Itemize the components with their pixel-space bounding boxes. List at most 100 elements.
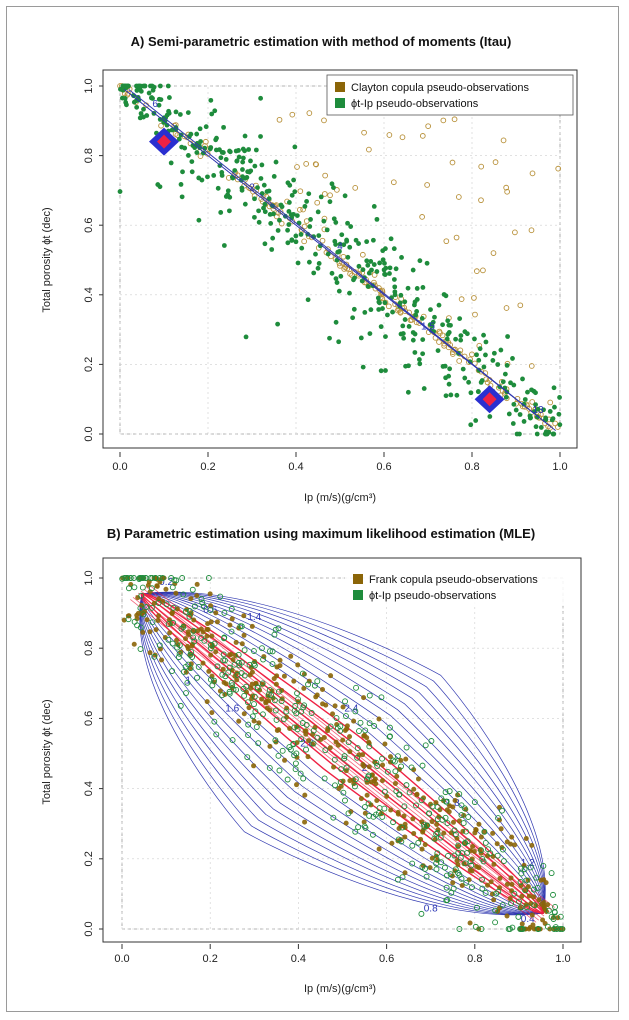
obs-point	[287, 182, 293, 188]
obs-point	[351, 783, 358, 790]
obs-point	[386, 724, 393, 731]
obs-point	[169, 584, 176, 591]
obs-point	[356, 728, 362, 734]
frank-point	[321, 735, 327, 741]
obs-point	[290, 741, 297, 748]
obs-point	[425, 810, 432, 817]
obs-point	[435, 348, 441, 353]
frank-point	[498, 826, 504, 832]
obs-point	[478, 847, 484, 854]
obs-point	[262, 201, 268, 207]
frank-point	[509, 881, 515, 887]
obs-point	[222, 673, 229, 680]
obs-point	[454, 392, 460, 398]
frank-point	[206, 668, 212, 674]
obs-point	[149, 619, 156, 626]
frank-point	[287, 725, 293, 731]
panel-a-plot-box	[102, 69, 578, 449]
obs-point	[299, 670, 306, 677]
obs-point	[440, 364, 446, 369]
obs-point	[291, 211, 296, 217]
obs-point	[214, 663, 221, 670]
obs-point	[547, 409, 553, 414]
obs-point	[252, 163, 258, 169]
frank-point	[494, 841, 500, 847]
frank-point	[208, 619, 214, 625]
obs-point	[151, 653, 158, 660]
obs-point	[464, 849, 471, 856]
contour-line	[141, 593, 544, 914]
obs-point	[140, 611, 147, 618]
frank-point	[389, 840, 395, 846]
panel-a-legend-label-clayton: Clayton copula pseudo-observations	[351, 82, 529, 94]
clayton-point	[472, 311, 478, 318]
obs-point	[353, 684, 359, 691]
obs-point	[400, 323, 406, 329]
panel-a-legend-label-obs: ϕt-Ip pseudo-observations	[351, 98, 479, 110]
obs-point	[211, 718, 218, 725]
obs-point	[156, 96, 162, 102]
obs-point	[495, 815, 502, 822]
obs-point	[342, 193, 348, 199]
obs-point	[523, 877, 530, 884]
obs-point	[548, 913, 555, 920]
obs-point	[221, 609, 228, 616]
obs-point	[286, 222, 292, 227]
obs-point	[163, 115, 169, 121]
obs-point	[356, 241, 361, 246]
obs-point	[419, 762, 426, 769]
obs-point	[540, 862, 547, 869]
obs-point	[286, 200, 292, 205]
obs-point	[307, 224, 313, 229]
frank-point	[331, 764, 337, 770]
obs-point	[520, 376, 525, 382]
frank-point	[233, 639, 239, 645]
frank-point	[433, 800, 439, 806]
clayton-point	[503, 184, 510, 191]
frank-point	[545, 902, 551, 908]
clayton-point	[471, 295, 477, 301]
frank-point	[330, 711, 336, 717]
frank-point	[325, 728, 331, 734]
clayton-point	[458, 296, 465, 303]
obs-point	[248, 158, 253, 164]
frank-point	[239, 641, 245, 647]
clayton-point	[529, 170, 536, 177]
obs-point	[398, 838, 405, 845]
frank-point	[470, 843, 476, 849]
obs-point	[434, 804, 441, 811]
obs-point	[490, 358, 496, 363]
obs-point	[381, 788, 388, 795]
obs-point	[390, 309, 395, 315]
obs-point	[455, 849, 462, 856]
clayton-point	[517, 302, 524, 309]
obs-point	[433, 860, 440, 867]
obs-point	[123, 575, 130, 581]
obs-point	[431, 835, 438, 842]
obs-point	[266, 765, 273, 771]
obs-point	[465, 814, 472, 820]
obs-point	[176, 136, 182, 142]
obs-point	[289, 192, 295, 198]
frank-point	[402, 870, 408, 876]
clayton-point	[371, 272, 378, 278]
clayton-point	[325, 246, 331, 252]
obs-point	[371, 262, 377, 267]
frank-point	[402, 834, 408, 840]
obs-point	[516, 898, 522, 905]
obs-point	[391, 277, 397, 282]
obs-point	[305, 681, 312, 688]
obs-point	[551, 926, 558, 932]
obs-point	[169, 668, 176, 674]
frank-point	[360, 762, 366, 768]
obs-point	[434, 829, 441, 836]
obs-point	[269, 247, 275, 252]
obs-point	[165, 636, 172, 643]
frank-point	[490, 830, 496, 836]
frank-point	[273, 739, 279, 745]
obs-point	[391, 758, 398, 765]
obs-point	[299, 720, 306, 726]
obs-point	[177, 112, 183, 117]
obs-point	[380, 248, 386, 254]
frank-point	[469, 868, 475, 874]
